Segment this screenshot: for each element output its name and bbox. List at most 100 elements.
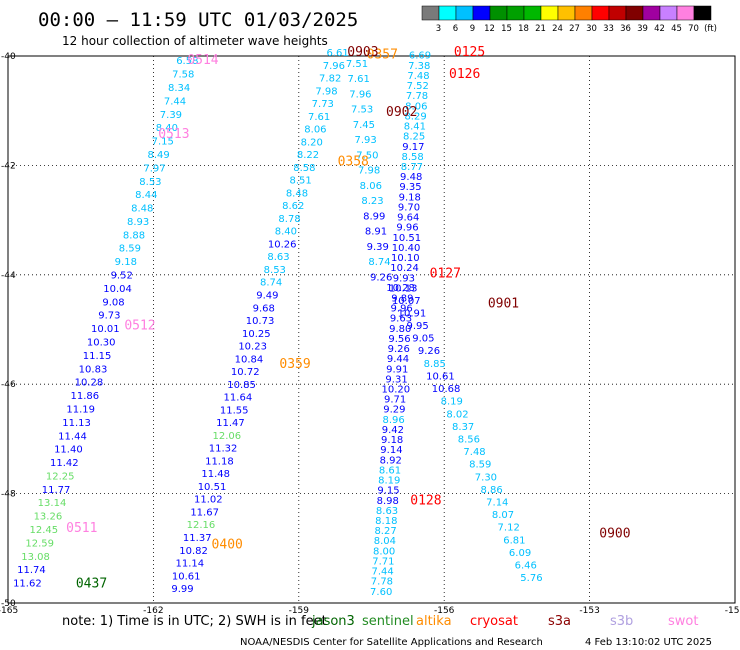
- wave-height-value: 11.55: [220, 405, 249, 416]
- pass-time-label: 0400: [212, 537, 243, 552]
- wave-height-value: 8.53: [139, 177, 161, 188]
- colorbar-label: 33: [603, 24, 614, 34]
- wave-height-value: 9.71: [384, 395, 406, 406]
- wave-height-value: 9.64: [397, 213, 419, 224]
- wave-height-value: 7.53: [351, 105, 373, 116]
- pass-time-label: 0125: [454, 45, 485, 60]
- wave-height-value: 8.93: [127, 217, 149, 228]
- colorbar-swatch: [421, 5, 440, 21]
- legend-entry: jason3: [311, 614, 355, 629]
- wave-height-value: 9.52: [111, 271, 133, 282]
- wave-height-value: 10.73: [246, 316, 275, 327]
- wave-height-value: 8.58: [293, 163, 315, 174]
- wave-height-value: 11.48: [201, 469, 230, 480]
- legend-entry: s3a: [548, 614, 571, 629]
- wave-height-value: 8.86: [480, 485, 502, 496]
- wave-height-value: 8.58: [402, 152, 424, 163]
- wave-height-value: 10.61: [426, 371, 455, 382]
- colorbar-swatch: [455, 5, 474, 21]
- wave-height-value: 7.93: [354, 135, 376, 146]
- wave-height-value: 11.40: [54, 445, 83, 456]
- wave-height-value: 7.61: [348, 74, 370, 85]
- wave-height-value: 8.99: [363, 211, 385, 222]
- wave-height-value: 10.51: [392, 233, 421, 244]
- wave-height-value: 10.25: [242, 329, 271, 340]
- wave-height-value: 10.26: [268, 239, 297, 250]
- wave-height-value: 8.41: [404, 122, 426, 133]
- y-tick-label: -44: [1, 271, 16, 281]
- wave-height-value: 8.88: [123, 230, 145, 241]
- colorbar-swatch: [438, 5, 457, 21]
- wave-height-value: 8.19: [441, 397, 463, 408]
- wave-height-value: 10.28: [386, 283, 415, 294]
- wave-height-value: 8.06: [360, 181, 382, 192]
- wave-height-value: 7.38: [408, 61, 430, 72]
- wave-height-value: 8.56: [458, 434, 480, 445]
- colorbar-label: 30: [586, 24, 597, 34]
- wave-height-value: 9.68: [253, 303, 275, 314]
- wave-height-value: 8.20: [301, 137, 323, 148]
- wave-height-value: 8.06: [304, 125, 326, 136]
- wave-height-value: 10.13: [389, 283, 418, 294]
- colorbar-swatch: [625, 5, 644, 21]
- wave-height-value: 7.96: [349, 89, 371, 100]
- wave-height-value: 6.09: [509, 548, 531, 559]
- wave-height-value: 9.14: [380, 445, 402, 456]
- wave-height-value: 9.44: [387, 354, 409, 365]
- wave-height-value: 7.50: [356, 150, 378, 161]
- wave-height-value: 13.08: [21, 552, 50, 563]
- wave-height-value: 10.51: [198, 482, 227, 493]
- y-tick-label: -40: [1, 52, 16, 62]
- wave-height-value: 6.61: [326, 48, 348, 59]
- wave-height-value: 8.98: [377, 496, 399, 507]
- pass-time-label: 0513: [158, 127, 189, 142]
- colorbar-swatch: [642, 5, 661, 21]
- y-tick-label: -46: [1, 380, 16, 390]
- colorbar-label: 39: [637, 24, 648, 34]
- wave-height-value: 8.00: [373, 546, 395, 557]
- wave-height-value: 10.82: [179, 546, 208, 557]
- wave-height-value: 9.96: [396, 223, 418, 234]
- pass-time-label: 0358: [338, 154, 369, 169]
- colorbar-legend: 3 6 9 12 15 18 21 24 27 30 33 36 39 42 45 70 (ft): [421, 5, 717, 34]
- colorbar-swatch: [591, 5, 610, 21]
- wave-height-value: 9.48: [400, 172, 422, 183]
- pass-time-label: 0901: [488, 297, 519, 312]
- wave-height-value: 8.85: [424, 359, 446, 370]
- wave-height-value: 9.18: [381, 435, 403, 446]
- wave-height-value: 8.02: [446, 409, 468, 420]
- wave-height-value: 11.47: [216, 418, 245, 429]
- colorbar-label: 15: [501, 24, 512, 34]
- wave-height-value: 8.19: [378, 476, 400, 487]
- wave-height-value: 8.44: [135, 190, 157, 201]
- wave-height-value: 7.44: [164, 96, 186, 107]
- wave-height-value: 6.58: [176, 56, 198, 67]
- wave-height-value: 10.68: [432, 384, 461, 395]
- x-tick-label: -162: [143, 606, 163, 616]
- colorbar-label: 12: [484, 24, 495, 34]
- wave-height-value: 11.44: [58, 431, 87, 442]
- wave-height-value: 7.52: [407, 81, 429, 92]
- wave-height-value: 9.26: [388, 344, 410, 355]
- wave-height-value: 8.53: [264, 265, 286, 276]
- wave-height-value: 11.13: [62, 418, 91, 429]
- wave-height-value: 9.99: [171, 584, 193, 595]
- colorbar-swatch: [523, 5, 542, 21]
- pass-time-label: 0512: [124, 319, 155, 334]
- y-tick-label: -50: [1, 599, 16, 609]
- wave-height-value: 10.30: [87, 337, 116, 348]
- wave-height-value: 9.05: [412, 334, 434, 345]
- wave-height-value: 7.45: [353, 120, 375, 131]
- chart-subtitle: 12 hour collection of altimeter wave hei…: [62, 34, 328, 48]
- wave-height-value: 9.17: [402, 142, 424, 153]
- wave-height-value: 7.15: [152, 137, 174, 148]
- wave-height-value: 11.64: [224, 393, 253, 404]
- wave-height-value: 9.15: [377, 486, 399, 497]
- wave-height-value: 9.70: [398, 202, 420, 213]
- wave-height-value: 8.34: [168, 83, 190, 94]
- wave-height-value: 7.78: [371, 577, 393, 588]
- wave-height-value: 10.40: [392, 243, 421, 254]
- pass-time-label: 0903: [347, 45, 378, 60]
- wave-height-value: 7.98: [315, 86, 337, 97]
